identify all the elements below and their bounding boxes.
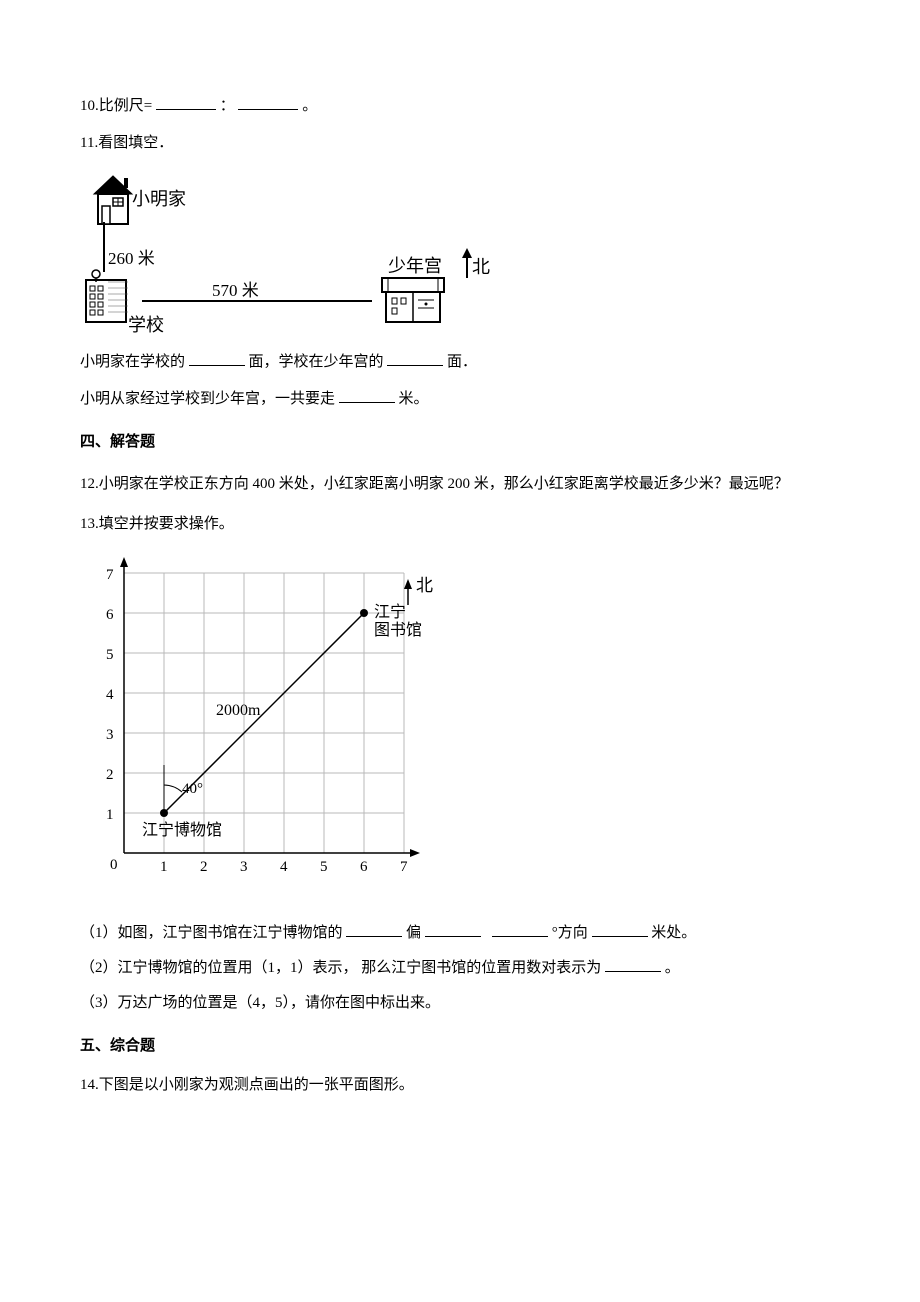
svg-text:7: 7 (106, 567, 114, 583)
question-10: 10.比例尺= ： 。 (80, 90, 840, 123)
diagram-coordinate-grid: 0 1 1 2 2 3 3 4 4 5 5 6 6 7 7 2000m 40° 江宁博物馆 江宁图书馆 北 (92, 553, 452, 903)
q10-prefix: 10.比例尺= (80, 98, 152, 114)
school-label: 学校 (128, 306, 164, 346)
svg-text:图书馆: 图书馆 (374, 621, 422, 639)
q11-l1-c: 面． (447, 354, 477, 370)
q13-s1-a: （1）如图，江宁图书馆在江宁博物馆的 (80, 925, 343, 941)
q11-l2-a: 小明从家经过学校到少年宫，一共要走 (80, 391, 335, 407)
svg-text:5: 5 (320, 859, 328, 875)
house-icon (90, 172, 136, 230)
q13-sub3: （3）万达广场的位置是（4，5），请你在图中标出来。 (80, 987, 840, 1020)
q11-line2: 小明从家经过学校到少年宫，一共要走 米。 (80, 383, 840, 416)
svg-text:4: 4 (106, 687, 114, 703)
q10-sep: ： (220, 98, 235, 114)
q13-s2-b: 。 (665, 960, 680, 976)
svg-text:5: 5 (106, 647, 114, 663)
svg-text:7: 7 (400, 859, 408, 875)
q11-blank-3[interactable] (339, 388, 395, 403)
svg-text:1: 1 (160, 859, 168, 875)
q13-s2-blank1[interactable] (605, 957, 661, 972)
svg-text:1: 1 (106, 807, 114, 823)
svg-text:6: 6 (106, 607, 114, 623)
grid-svg: 0 1 1 2 2 3 3 4 4 5 5 6 6 7 7 2000m 40° 江宁博物馆 江宁图书馆 北 (92, 553, 452, 883)
q10-suffix: 。 (302, 98, 317, 114)
svg-text:40°: 40° (182, 781, 203, 797)
distance-2-label: 570 米 (212, 272, 259, 309)
svg-text:江宁: 江宁 (374, 603, 406, 621)
svg-text:江宁博物馆: 江宁博物馆 (142, 821, 222, 839)
q13-s1-blank1[interactable] (346, 922, 402, 937)
q13-s1-blank2[interactable] (425, 922, 481, 937)
diagram-map-school: 小明家 260 米 (80, 172, 490, 332)
q13-s1-blank3[interactable] (492, 922, 548, 937)
north-label-1: 北 (472, 248, 490, 288)
q13-s2-a: （2）江宁博物馆的位置用（1，1）表示， 那么江宁图书馆的位置用数对表示为 (80, 960, 601, 976)
question-14: 14.下图是以小刚家为观测点画出的一张平面图形。 (80, 1069, 840, 1102)
q13-sub1: （1）如图，江宁图书馆在江宁博物馆的 偏 °方向 米处。 (80, 917, 840, 950)
svg-text:3: 3 (240, 859, 248, 875)
q13-s1-c: °方向 (552, 925, 588, 941)
section-4-header: 四、解答题 (80, 426, 840, 459)
q10-blank-1[interactable] (156, 95, 216, 110)
q13-sub2: （2）江宁博物馆的位置用（1，1）表示， 那么江宁图书馆的位置用数对表示为 。 (80, 952, 840, 985)
house-label: 小明家 (132, 180, 186, 220)
svg-text:2: 2 (200, 859, 208, 875)
q13-s1-blank4[interactable] (592, 922, 648, 937)
svg-text:3: 3 (106, 727, 114, 743)
q11-blank-1[interactable] (189, 351, 245, 366)
school-icon (84, 268, 134, 339)
svg-text:2000m: 2000m (216, 702, 261, 719)
q13-s1-b: 偏 (406, 925, 421, 941)
question-11-title: 11.看图填空． (80, 127, 840, 160)
q13-s1-d: 米处。 (651, 925, 696, 941)
q11-l1-a: 小明家在学校的 (80, 354, 185, 370)
q10-blank-2[interactable] (238, 95, 298, 110)
q11-l1-b: 面，学校在少年宫的 (249, 354, 384, 370)
svg-text:2: 2 (106, 767, 114, 783)
svg-text:北: 北 (416, 576, 433, 595)
svg-text:6: 6 (360, 859, 368, 875)
svg-text:4: 4 (280, 859, 288, 875)
question-13-title: 13.填空并按要求操作。 (80, 508, 840, 541)
diagram-1-container: 小明家 260 米 (80, 172, 840, 332)
svg-text:0: 0 (110, 857, 118, 873)
palace-icon (378, 272, 448, 339)
diagram-2-container: 0 1 1 2 2 3 3 4 4 5 5 6 6 7 7 2000m 40° 江宁博物馆 江宁图书馆 北 (80, 553, 840, 903)
q11-blank-2[interactable] (387, 351, 443, 366)
section-5-header: 五、综合题 (80, 1030, 840, 1063)
question-12: 12.小明家在学校正东方向 400 米处，小红家距离小明家 200 米，那么小红… (80, 465, 840, 504)
q11-l2-b: 米。 (399, 391, 429, 407)
q11-line1: 小明家在学校的 面，学校在少年宫的 面． (80, 346, 840, 379)
